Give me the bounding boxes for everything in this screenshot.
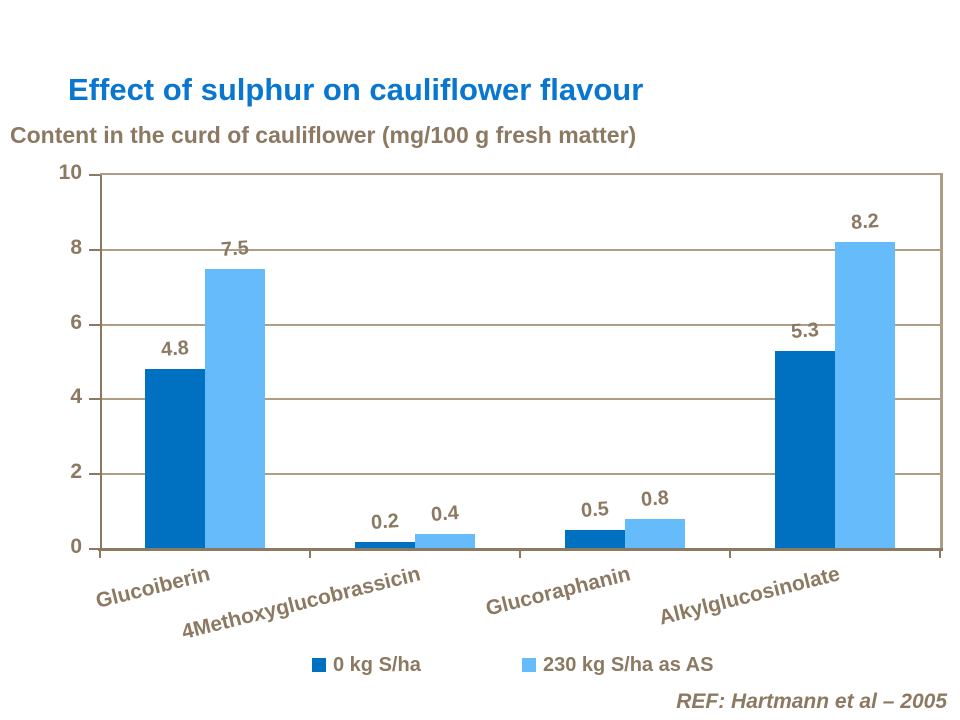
plot-area: 4.8 7.5 0.2 0.4 0.5 0.8 5.3 8.2	[89, 173, 943, 558]
value-label: 4.8	[160, 337, 190, 362]
y-tick-label: 0	[70, 535, 82, 558]
chart-subtitle: Content in the curd of cauliflower (mg/1…	[10, 122, 637, 148]
gridline-y8	[100, 248, 940, 251]
reference-note: REF: Hartmann et al – 2005	[676, 690, 947, 713]
bar-230-kg-S/ha-as-AS-4Methoxyglucobrassicin	[415, 534, 475, 549]
x-axis-tick	[99, 549, 101, 558]
y-axis-tick	[89, 548, 100, 550]
y-axis-tick	[89, 323, 100, 326]
y-axis-line	[100, 175, 102, 549]
bar-230-kg-S/ha-as-AS-Glucoraphanin	[625, 519, 685, 549]
legend-swatch-icon	[522, 658, 536, 672]
y-axis-tick	[89, 473, 100, 476]
x-axis-tick	[939, 549, 941, 558]
gridline-y4	[100, 398, 940, 401]
value-label: 0.4	[430, 502, 460, 526]
bar-0-kg-S/ha-Glucoraphanin	[565, 530, 625, 549]
bar-230-kg-S/ha-as-AS-Glucoiberin	[205, 268, 265, 549]
legend-label-series1: 0 kg S/ha	[333, 653, 421, 676]
value-label: 5.3	[790, 318, 820, 343]
bar-0-kg-S/ha-4Methoxyglucobrassicin	[355, 541, 415, 549]
bar-0-kg-S/ha-Glucoiberin	[145, 369, 205, 549]
value-label: 7.5	[220, 236, 250, 261]
x-axis-tick	[309, 549, 311, 558]
gridline-y6	[100, 323, 940, 326]
x-category-label: Glucoiberin	[93, 562, 213, 613]
y-axis-tick	[89, 398, 100, 401]
value-label: 8.2	[850, 210, 880, 235]
x-category-label: Alkylglucosinolate	[657, 562, 843, 630]
y-tick-label: 4	[70, 385, 82, 409]
bar-230-kg-S/ha-as-AS-Alkylglucosinolate	[835, 242, 895, 549]
legend-item-series1: 0 kg S/ha	[312, 652, 421, 678]
chart-title: Effect of sulphur on cauliflower flavour	[68, 72, 644, 107]
bar-0-kg-S/ha-Alkylglucosinolate	[775, 350, 835, 549]
legend-item-series2: 230 kg S/ha as AS	[522, 652, 713, 678]
value-label: 0.8	[640, 487, 670, 512]
y-tick-label: 10	[58, 161, 82, 184]
legend-label-series2: 230 kg S/ha as AS	[543, 653, 714, 676]
y-tick-label: 8	[70, 235, 82, 259]
y-axis-tick	[89, 248, 100, 251]
x-category-label: 4Methoxyglucobrassicin	[179, 562, 423, 644]
y-tick-label: 2	[70, 460, 82, 484]
x-axis-tick	[519, 549, 521, 558]
x-category-label: Glucoraphanin	[483, 562, 633, 621]
x-axis-tick	[729, 549, 731, 558]
gridline-y2	[100, 473, 940, 476]
y-axis-tick	[89, 174, 100, 176]
y-tick-label: 6	[70, 310, 82, 334]
legend-swatch-icon	[312, 658, 326, 672]
